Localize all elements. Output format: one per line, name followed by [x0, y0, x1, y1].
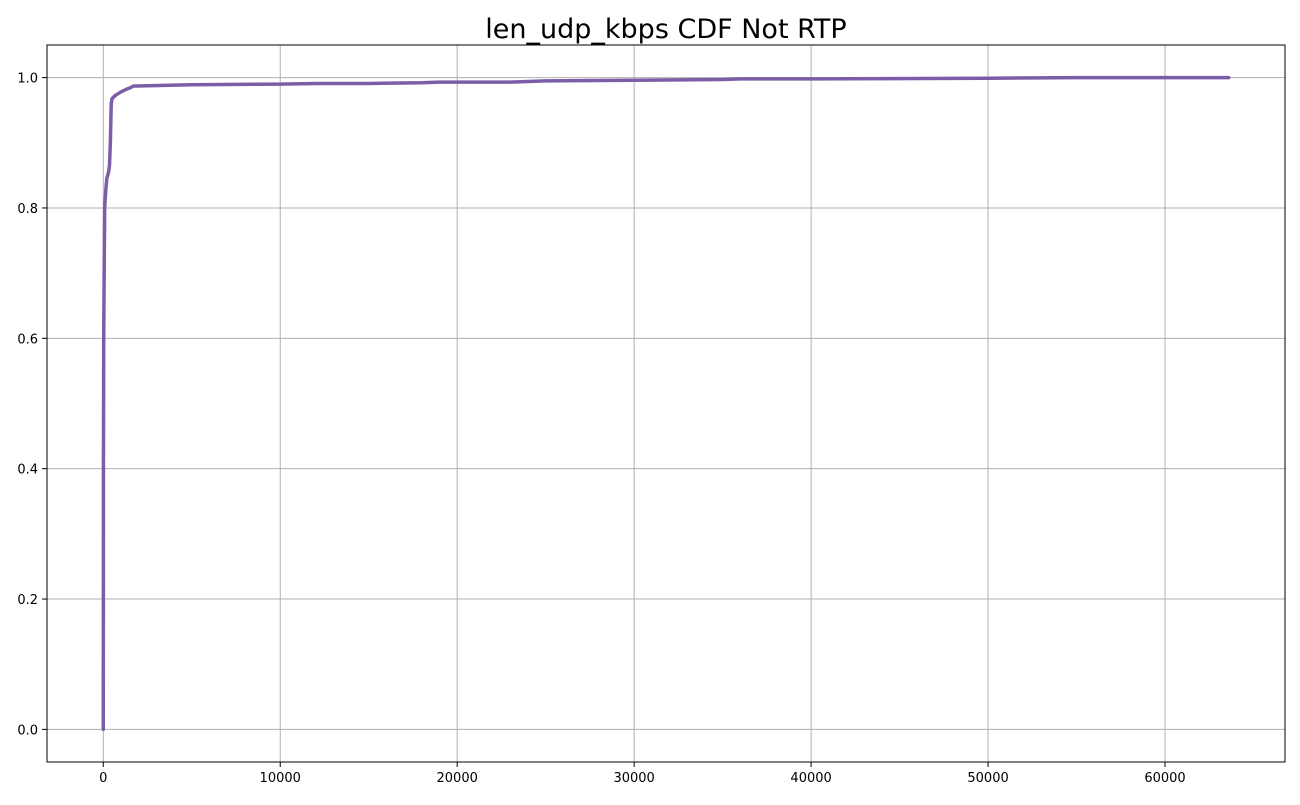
x-tick-label: 40000 — [790, 771, 831, 786]
y-tick-label: 0.4 — [17, 463, 38, 478]
axes-layer — [46, 44, 1286, 763]
y-tick-label: 1.0 — [17, 72, 38, 87]
y-tick-label: 0.2 — [17, 593, 38, 608]
x-tick-label: 10000 — [260, 771, 301, 786]
series-layer — [101, 75, 1231, 732]
y-tick-label: 0.8 — [17, 202, 38, 217]
tick-layer: 0 10000 20000 30000 40000 50000 60000 0.0 0.2 0.4… — [17, 72, 1185, 786]
x-tick-label: 60000 — [1144, 771, 1185, 786]
cdf-series-line — [101, 75, 1231, 732]
chart-title: len_udp_kbps CDF Not RTP — [485, 14, 846, 45]
x-tick-label: 30000 — [613, 771, 654, 786]
x-tick-label: 50000 — [967, 771, 1008, 786]
y-tick-label: 0.0 — [17, 723, 38, 738]
y-tick-label: 0.6 — [17, 332, 38, 347]
x-tick-label: 0 — [99, 771, 107, 786]
plot-frame — [46, 44, 1286, 763]
x-tick-label: 20000 — [437, 771, 478, 786]
